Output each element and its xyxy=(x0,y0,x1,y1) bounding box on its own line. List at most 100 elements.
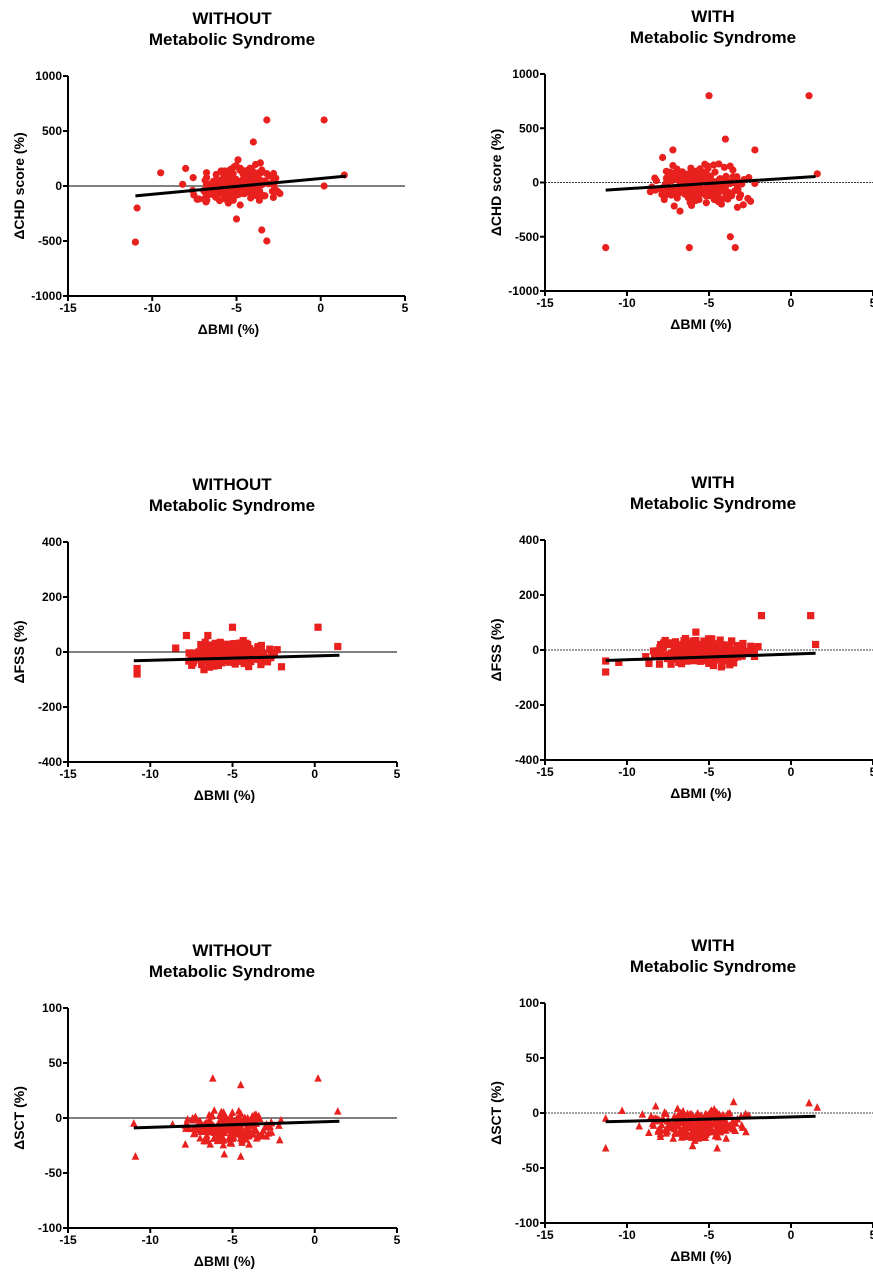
data-point xyxy=(334,642,342,651)
data-point xyxy=(805,92,813,100)
x-tick-label: 5 xyxy=(870,765,873,779)
y-axis-label: ΔCHD score (%) xyxy=(488,129,504,236)
data-point xyxy=(691,174,699,183)
data-point xyxy=(615,658,623,666)
data-point xyxy=(733,203,742,211)
data-point xyxy=(651,650,659,659)
data-point xyxy=(681,1122,690,1130)
data-point xyxy=(712,1120,721,1128)
data-point xyxy=(274,187,282,196)
data-point xyxy=(242,646,251,654)
data-point xyxy=(219,1140,228,1149)
data-point xyxy=(183,1114,192,1123)
y-tick-label: 0 xyxy=(532,1106,539,1120)
data-point xyxy=(203,1131,211,1139)
data-point xyxy=(717,1126,726,1134)
data-point xyxy=(645,659,653,668)
data-point xyxy=(266,645,274,653)
chart-subtitle: Metabolic Syndrome xyxy=(630,28,796,47)
data-point xyxy=(197,661,206,669)
data-point xyxy=(812,640,820,649)
data-point xyxy=(214,659,222,667)
data-point xyxy=(805,1098,813,1107)
y-tick-label: 1000 xyxy=(35,69,62,83)
regression-line xyxy=(135,174,347,198)
data-point xyxy=(131,1152,140,1160)
data-point xyxy=(685,244,693,252)
data-point xyxy=(670,202,678,210)
data-point xyxy=(671,175,679,183)
regression-line xyxy=(133,1119,340,1130)
data-point xyxy=(681,1130,690,1138)
data-point xyxy=(275,1121,283,1129)
data-point xyxy=(739,201,747,209)
data-point xyxy=(230,177,238,186)
data-point xyxy=(247,194,255,202)
y-tick-label: -500 xyxy=(38,234,62,248)
data-point xyxy=(228,195,236,203)
data-point xyxy=(185,657,193,665)
x-tick-label: -5 xyxy=(227,767,238,781)
y-axis-label: ΔCHD score (%) xyxy=(11,132,27,239)
data-point xyxy=(720,163,728,171)
data-point xyxy=(702,192,710,200)
data-point xyxy=(188,1114,197,1122)
data-point xyxy=(277,663,286,671)
y-tick-label: 0 xyxy=(532,643,539,657)
chart-panel-2: WITH Metabolic Syndrome -1000 -500 0 500 1000 -… xyxy=(488,7,873,332)
data-point xyxy=(690,655,698,663)
y-tick-label: -100 xyxy=(515,1216,539,1230)
data-point xyxy=(210,1125,218,1134)
y-tick-label: 50 xyxy=(49,1056,63,1070)
y-tick-label: 500 xyxy=(42,124,62,138)
data-point xyxy=(689,187,697,195)
data-point xyxy=(211,639,219,647)
data-point xyxy=(208,1074,217,1082)
data-point xyxy=(747,642,755,650)
data-point xyxy=(182,631,191,640)
data-point xyxy=(203,196,211,204)
data-point xyxy=(688,1141,697,1150)
data-point xyxy=(727,637,736,646)
x-tick-label: 0 xyxy=(311,1233,318,1247)
data-point xyxy=(657,1126,665,1134)
y-tick-label: 100 xyxy=(42,1001,62,1015)
y-tick-label: -50 xyxy=(522,1161,540,1175)
data-point xyxy=(245,662,253,671)
data-point xyxy=(233,1117,241,1125)
data-point xyxy=(247,657,255,666)
y-tick-label: 0 xyxy=(55,645,62,659)
data-point xyxy=(701,1110,710,1118)
data-point xyxy=(709,661,717,670)
data-point xyxy=(179,180,187,188)
y-tick-label: -500 xyxy=(515,230,539,244)
data-point xyxy=(601,1114,610,1122)
data-point xyxy=(249,138,257,146)
data-point xyxy=(676,207,684,215)
data-point xyxy=(238,646,247,654)
data-point xyxy=(686,1122,694,1131)
data-point xyxy=(255,191,263,199)
data-point xyxy=(235,1106,243,1115)
data-point xyxy=(251,1125,260,1134)
data-point xyxy=(718,661,726,669)
data-point xyxy=(739,639,747,648)
data-point xyxy=(659,153,667,162)
data-point xyxy=(683,190,691,198)
data-point xyxy=(241,1126,250,1134)
data-point xyxy=(201,638,209,646)
data-point xyxy=(678,168,686,176)
regression-line xyxy=(133,653,340,663)
data-point xyxy=(723,1121,732,1130)
data-point xyxy=(725,641,733,649)
data-point xyxy=(131,238,139,246)
data-point xyxy=(731,648,739,656)
data-point xyxy=(657,653,665,661)
x-tick-label: -15 xyxy=(536,1228,554,1242)
data-point xyxy=(314,1074,322,1082)
data-point xyxy=(710,184,718,192)
x-tick-label: -15 xyxy=(59,301,77,315)
data-point xyxy=(218,1115,226,1124)
data-point xyxy=(715,649,723,657)
